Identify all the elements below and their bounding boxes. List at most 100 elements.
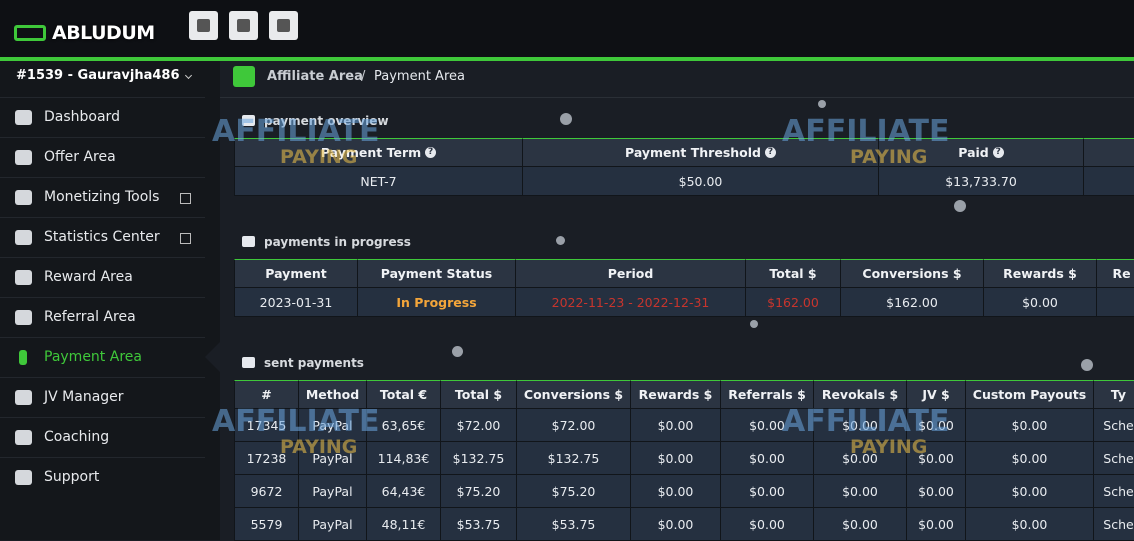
table-cell: $53.75 <box>440 507 517 541</box>
column-header[interactable]: Re <box>1096 259 1134 288</box>
column-header[interactable]: Total $ <box>745 259 841 288</box>
snow <box>818 100 826 108</box>
table-cell: 2022-11-23 - 2022-12-31 <box>515 287 746 317</box>
refresh-icon[interactable] <box>233 66 255 87</box>
table-cell: $132.75 <box>440 441 517 475</box>
section-title: payments in progress <box>242 235 411 249</box>
column-header[interactable]: Period <box>515 259 746 288</box>
notification-button[interactable] <box>269 11 298 40</box>
nav-item[interactable]: JV Manager <box>0 377 205 417</box>
table-cell: $53.75 <box>516 507 631 541</box>
column-header[interactable]: Referrals $ <box>720 380 814 409</box>
column-header[interactable]: Payment Term <box>234 138 523 167</box>
column-header[interactable]: Method <box>298 380 367 409</box>
table-cell: $72.00 <box>516 408 631 442</box>
nav-label[interactable]: JV Manager <box>44 389 124 405</box>
table-cell: $162.00 <box>745 287 841 317</box>
nav-label[interactable]: Support <box>44 469 100 485</box>
table-cell: $0.00 <box>813 507 907 541</box>
table-cell: PayPal <box>298 507 367 541</box>
table-cell <box>1096 287 1134 317</box>
nav-item[interactable]: Payment Area <box>0 337 220 377</box>
column-header[interactable]: Revokals $ <box>813 380 907 409</box>
table-cell: $0.00 <box>720 408 814 442</box>
top-bar: ABLUDUM <box>0 0 1134 61</box>
column-header[interactable]: Payment <box>234 259 358 288</box>
column-header[interactable]: # <box>234 380 299 409</box>
table-cell: $0.00 <box>630 408 721 442</box>
nav-item[interactable]: Dashboard <box>0 97 205 137</box>
table-cell: $72.00 <box>440 408 517 442</box>
table-cell: $162.00 <box>840 287 984 317</box>
table-cell: $0.00 <box>720 474 814 508</box>
nav-item[interactable]: Referral Area <box>0 297 205 337</box>
nav-label[interactable]: Payment Area <box>44 349 142 365</box>
nav-item[interactable]: Coaching <box>0 417 205 457</box>
table-cell: 114,83€ <box>366 441 441 475</box>
nav-icon <box>15 390 32 405</box>
table-cell: PayPal <box>298 408 367 442</box>
column-header[interactable]: Ty <box>1093 380 1134 409</box>
column-header[interactable]: Conversions $ <box>516 380 631 409</box>
snow <box>556 236 565 245</box>
table-cell: $0.00 <box>965 507 1094 541</box>
table-cell: Sche <box>1093 474 1134 508</box>
nav-icon <box>15 230 32 245</box>
table-cell: 64,43€ <box>366 474 441 508</box>
breadcrumb-current: Payment Area <box>374 69 465 84</box>
column-header[interactable]: Payment Threshold <box>522 138 879 167</box>
table-cell: 9672 <box>234 474 299 508</box>
expand-icon[interactable] <box>180 193 191 204</box>
table-cell: $75.20 <box>516 474 631 508</box>
breadcrumb: Affiliate Area / Payment Area <box>220 61 1134 98</box>
table-cell: $0.00 <box>630 507 721 541</box>
column-header[interactable]: Rewards $ <box>630 380 721 409</box>
account-menu[interactable]: #1539 - Gauravjha486 <box>16 68 180 83</box>
table-cell: 17345 <box>234 408 299 442</box>
snow <box>750 320 758 328</box>
table-cell: $75.20 <box>440 474 517 508</box>
table-cell: Sche <box>1093 507 1134 541</box>
nav-icon <box>15 430 32 445</box>
column-header[interactable]: Rewards $ <box>983 259 1097 288</box>
column-header[interactable]: Payment Status <box>357 259 516 288</box>
nav-item[interactable]: Offer Area <box>0 137 205 177</box>
nav-label[interactable]: Statistics Center <box>44 229 160 245</box>
nav-item[interactable]: Monetizing Tools <box>0 177 205 217</box>
nav-item[interactable]: Support <box>0 457 205 497</box>
nav-label[interactable]: Offer Area <box>44 149 116 165</box>
nav-label[interactable]: Monetizing Tools <box>44 189 160 205</box>
table-cell: $0.00 <box>906 441 966 475</box>
table-cell: $0.00 <box>965 474 1094 508</box>
table-cell: $0.00 <box>720 507 814 541</box>
table-cell: $0.00 <box>906 507 966 541</box>
table-cell: In Progress <box>357 287 516 317</box>
column-header[interactable]: JV $ <box>906 380 966 409</box>
column-header[interactable]: Total $ <box>440 380 517 409</box>
table-cell: NET-7 <box>234 166 523 196</box>
nav-item[interactable]: Statistics Center <box>0 217 205 257</box>
table-cell: Sche <box>1093 408 1134 442</box>
nav-label[interactable]: Referral Area <box>44 309 136 325</box>
breadcrumb-link[interactable]: Affiliate Area <box>267 69 363 84</box>
column-header[interactable]: Conversions $ <box>840 259 984 288</box>
nav-label[interactable]: Dashboard <box>44 109 120 125</box>
table-cell: $13,733.70 <box>878 166 1084 196</box>
table-cell: Sche <box>1093 441 1134 475</box>
nav-label[interactable]: Coaching <box>44 429 110 445</box>
table-cell <box>1083 166 1134 196</box>
section-title: sent payments <box>242 356 364 370</box>
mail-button[interactable] <box>229 11 258 40</box>
paypal-button[interactable] <box>189 11 218 40</box>
column-header[interactable]: Custom Payouts <box>965 380 1094 409</box>
expand-icon[interactable] <box>180 233 191 244</box>
table-cell: 2023-01-31 <box>234 287 358 317</box>
column-header[interactable]: Total € <box>366 380 441 409</box>
nav-item[interactable]: Reward Area <box>0 257 205 297</box>
table-cell: $0.00 <box>813 474 907 508</box>
nav-icon <box>15 190 32 205</box>
column-header[interactable]: Paid <box>878 138 1084 167</box>
nav-label[interactable]: Reward Area <box>44 269 133 285</box>
logo[interactable]: ABLUDUM <box>14 22 155 44</box>
